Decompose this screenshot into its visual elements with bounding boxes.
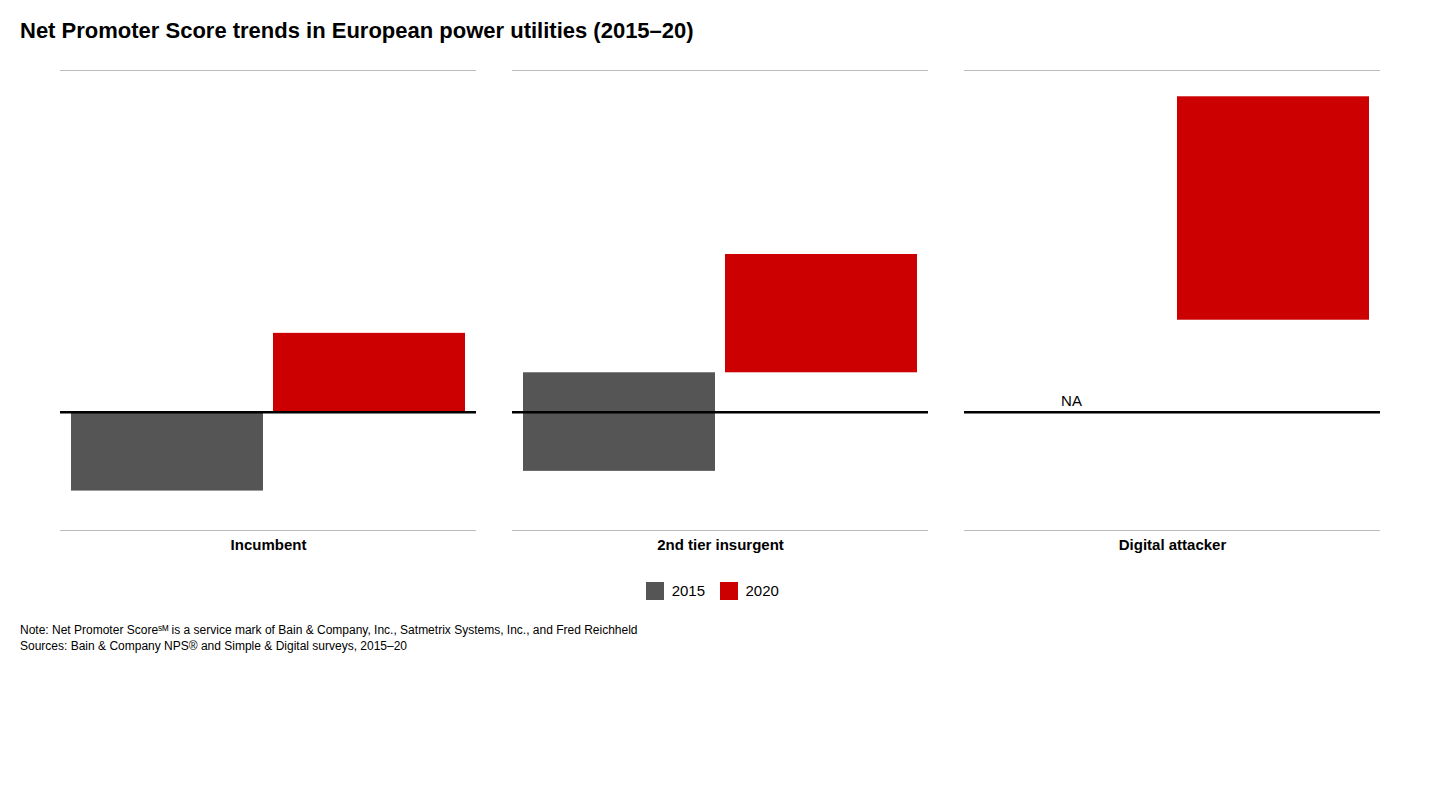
html-text:2015: 2015 [671, 582, 705, 599]
html-text:Sources: Bain & Company NPS® a: Sources: Bain & Company NPS® and Simple … [20, 638, 407, 653]
html-text:Note: Net Promoter Scoreˢᴹ is: Note: Net Promoter Scoreˢᴹ is a service … [20, 622, 638, 637]
svg-text:Incumbent: Incumbent [231, 536, 307, 553]
html-text:Net Promoter Score trends in E: Net Promoter Score trends in European po… [20, 18, 694, 43]
html-text:2020: 2020 [745, 582, 779, 599]
svg-text:NA: NA [1061, 392, 1082, 409]
svg-text:Digital attacker: Digital attacker [1119, 536, 1227, 553]
svg-text:2nd tier insurgent: 2nd tier insurgent [657, 536, 784, 553]
